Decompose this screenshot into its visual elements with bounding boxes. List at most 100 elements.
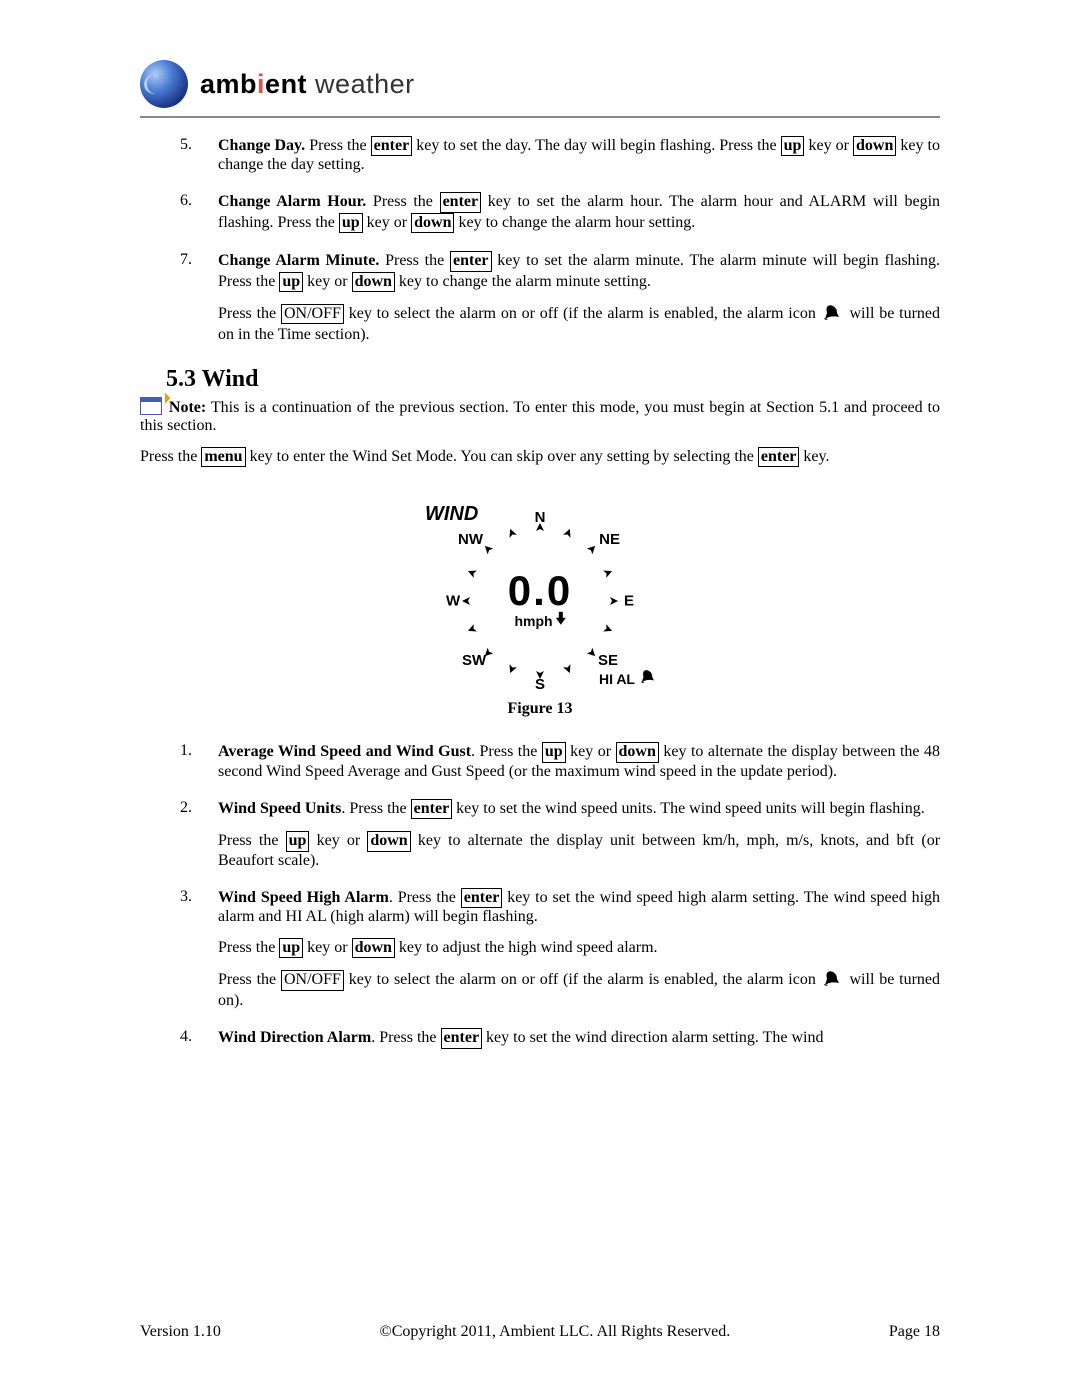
list-item: 1. Average Wind Speed and Wind Gust. Pre… [180, 742, 940, 780]
key-enter: enter [371, 136, 413, 156]
compass-tick-icon [598, 601, 612, 613]
text: Press the [218, 939, 279, 956]
text: key to select the alarm on or off (if th… [344, 971, 821, 988]
text: . Press the [371, 1029, 440, 1046]
item-title: Wind Speed High Alarm [218, 889, 389, 906]
text: Press the [218, 971, 281, 988]
content-area: 5. Change Day. Press the enter key to se… [140, 136, 940, 1049]
logo-icon [140, 60, 188, 108]
compass-tick-icon [481, 634, 499, 652]
text: key to adjust the high wind speed alarm. [395, 939, 658, 956]
list-item: 2. Wind Speed Units. Press the enter key… [180, 799, 940, 870]
page-header: ambient weather [140, 60, 940, 118]
key-up: up [286, 831, 310, 851]
figure-caption: Figure 13 [140, 700, 940, 718]
text: key to change the alarm hour setting. [454, 214, 695, 231]
dir-e: E [624, 593, 634, 610]
item-number: 6. [180, 192, 192, 210]
list-item: 7. Change Alarm Minute. Press the enter … [180, 251, 940, 344]
key-enter: enter [758, 447, 800, 467]
footer-version: Version 1.10 [140, 1323, 221, 1341]
compass-tick-icon [468, 589, 482, 601]
text: key or [309, 832, 367, 849]
compass-tick-icon [528, 659, 540, 673]
text: key. [799, 448, 829, 465]
key-down: down [367, 831, 410, 851]
brand-bold-1: amb [200, 69, 257, 99]
key-down: down [853, 136, 896, 156]
key-enter: enter [450, 251, 492, 271]
page-footer: Version 1.10 ©Copyright 2011, Ambient LL… [140, 1323, 940, 1341]
compass-tick-icon [512, 530, 528, 548]
text: key or [804, 137, 853, 154]
text: Press the [379, 252, 450, 269]
text: key or [566, 743, 616, 760]
compass-tick-icon [473, 563, 491, 579]
list-item: 3. Wind Speed High Alarm. Press the ente… [180, 888, 940, 1011]
text: key to enter the Wind Set Mode. You can … [246, 448, 758, 465]
wind-compass-icon: N NE E SE S SW W NW 0.0 hmph [450, 511, 630, 691]
bell-icon [821, 971, 841, 992]
key-down: down [352, 938, 395, 958]
bell-icon [821, 305, 841, 326]
key-enter: enter [411, 799, 453, 819]
compass-tick-icon [573, 642, 591, 660]
chevron-down-icon [556, 618, 566, 625]
text: Press the [218, 832, 286, 849]
compass-tick-icon [540, 529, 552, 543]
text: Press the [218, 305, 281, 322]
item-title: Wind Speed Units [218, 800, 341, 817]
key-up: up [279, 938, 303, 958]
dir-w: W [446, 593, 460, 610]
brand-light: weather [307, 69, 415, 99]
hi-al-label: HI AL [599, 671, 635, 687]
item-number: 3. [180, 888, 192, 906]
section-heading: 5.3 Wind [166, 366, 940, 393]
list-item: 6. Change Alarm Hour. Press the enter ke… [180, 192, 940, 233]
item-number: 5. [180, 136, 192, 154]
key-down: down [411, 213, 454, 233]
note-block: Note: This is a continuation of the prev… [140, 397, 940, 435]
brand-bold-2: ent [265, 69, 307, 99]
compass-tick-icon [469, 612, 487, 628]
key-down: down [352, 272, 395, 292]
text: Press the [305, 137, 370, 154]
list-item: 4. Wind Direction Alarm. Press the enter… [180, 1028, 940, 1048]
text: key or [303, 939, 351, 956]
text: key to set the wind speed units. The win… [452, 800, 925, 817]
item-title: Change Day. [218, 137, 305, 154]
text: key or [303, 273, 351, 290]
footer-page: Page 18 [889, 1323, 940, 1341]
figure-wind: WIND N NE E SE S SW W NW 0.0 hmph [140, 503, 940, 718]
key-up: up [279, 272, 303, 292]
text: key to select the alarm on or off (if th… [344, 305, 821, 322]
note-icon [140, 397, 162, 415]
text: key to set the wind direction alarm sett… [482, 1029, 823, 1046]
text: key or [363, 214, 411, 231]
text: . Press the [341, 800, 410, 817]
key-up: up [542, 742, 566, 762]
key-enter: enter [441, 1028, 483, 1048]
compass-tick-icon [589, 624, 607, 640]
text: . Press the [471, 743, 542, 760]
brand-i: i [257, 69, 265, 99]
item-number: 7. [180, 251, 192, 269]
text: key to change the alarm minute setting. [395, 273, 651, 290]
compass-tick-icon [501, 650, 517, 668]
text: . Press the [389, 889, 461, 906]
item-title: Change Alarm Minute. [218, 252, 379, 269]
item-title: Wind Direction Alarm [218, 1029, 371, 1046]
wind-unit: hmph [514, 614, 552, 628]
item-title: Change Alarm Hour. [218, 193, 366, 210]
text: key to set the day. The day will begin f… [412, 137, 780, 154]
note-body: This is a continuation of the previous s… [140, 399, 940, 434]
item-number: 1. [180, 742, 192, 760]
footer-copyright: ©Copyright 2011, Ambient LLC. All Rights… [380, 1323, 731, 1341]
item-number: 4. [180, 1028, 192, 1046]
text: Press the [366, 193, 439, 210]
item-title: Average Wind Speed and Wind Gust [218, 743, 471, 760]
compass-tick-icon [551, 655, 567, 673]
bell-icon [638, 670, 656, 687]
compass-tick-icon [489, 542, 507, 560]
compass-tick-icon [594, 574, 612, 590]
